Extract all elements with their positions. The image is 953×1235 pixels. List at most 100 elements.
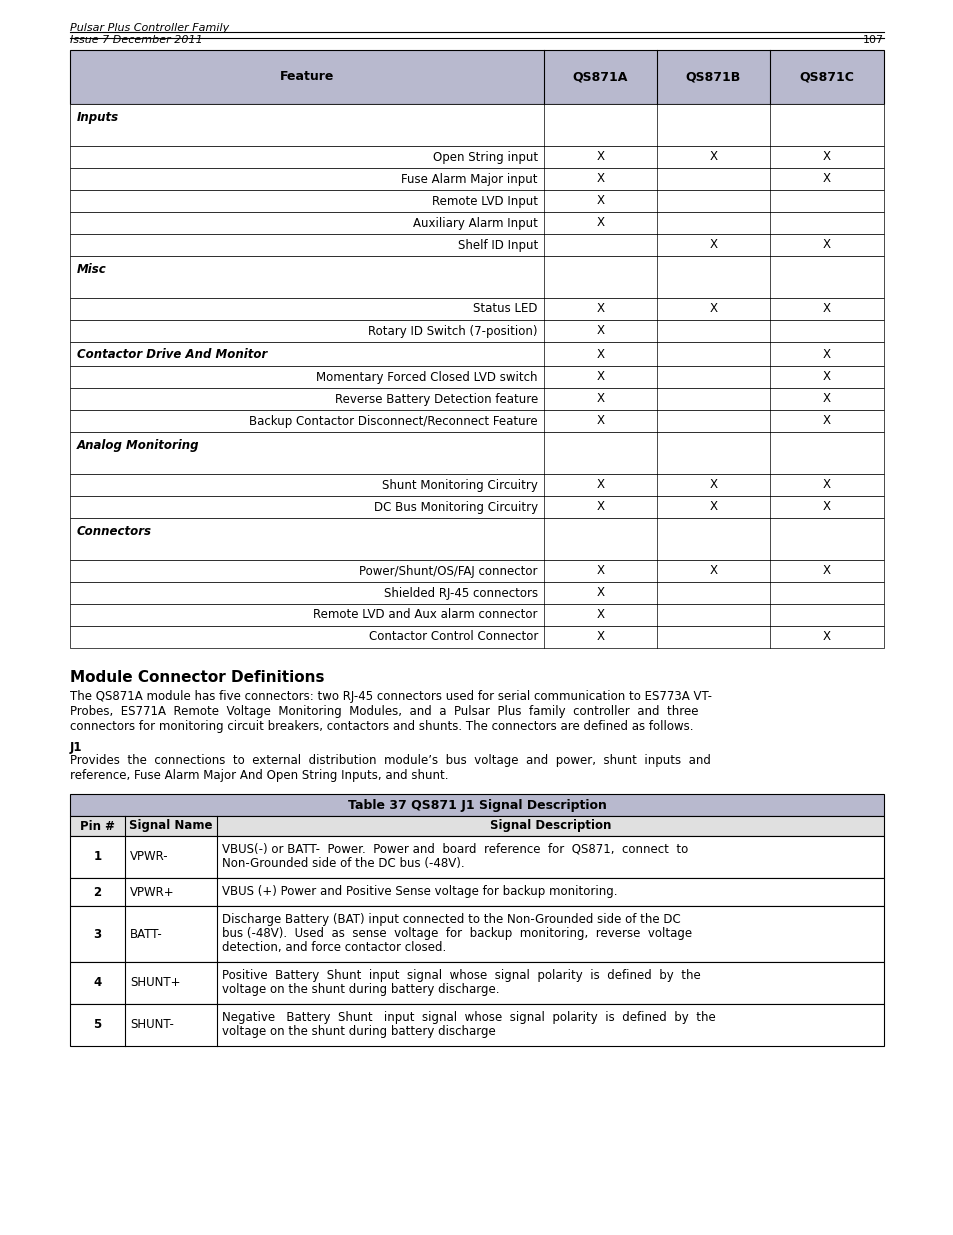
Text: Probes,  ES771A  Remote  Voltage  Monitoring  Modules,  and  a  Pulsar  Plus  fa: Probes, ES771A Remote Voltage Monitoring… — [70, 705, 698, 718]
Text: bus (-48V).  Used  as  sense  voltage  for  backup  monitoring,  reverse  voltag: bus (-48V). Used as sense voltage for ba… — [222, 927, 691, 940]
Text: Shelf ID Input: Shelf ID Input — [457, 238, 537, 252]
Text: Power/Shunt/OS/FAJ connector: Power/Shunt/OS/FAJ connector — [359, 564, 537, 578]
Text: Positive  Battery  Shunt  input  signal  whose  signal  polarity  is  defined  b: Positive Battery Shunt input signal whos… — [222, 969, 700, 982]
Text: The QS871A module has five connectors: two RJ-45 connectors used for serial comm: The QS871A module has five connectors: t… — [70, 690, 711, 703]
Text: X: X — [596, 151, 604, 163]
Bar — [70, 366, 883, 388]
Text: X: X — [596, 216, 604, 230]
Text: 3: 3 — [93, 927, 101, 941]
Text: X: X — [822, 415, 830, 427]
Text: Shunt Monitoring Circuitry: Shunt Monitoring Circuitry — [382, 478, 537, 492]
Text: X: X — [596, 587, 604, 599]
Text: Signal Description: Signal Description — [489, 820, 611, 832]
Bar — [70, 626, 883, 648]
Text: X: X — [596, 631, 604, 643]
Text: Pin #: Pin # — [80, 820, 114, 832]
Bar — [70, 559, 883, 582]
Bar — [70, 496, 883, 517]
Text: reference, Fuse Alarm Major And Open String Inputs, and shunt.: reference, Fuse Alarm Major And Open Str… — [70, 769, 448, 782]
Bar — [70, 410, 883, 432]
Bar — [70, 190, 883, 212]
Text: X: X — [709, 478, 717, 492]
Text: X: X — [596, 393, 604, 405]
Text: Pulsar Plus Controller Family: Pulsar Plus Controller Family — [70, 23, 229, 33]
Bar — [70, 962, 883, 1004]
Text: X: X — [822, 173, 830, 185]
Text: connectors for monitoring circuit breakers, contactors and shunts. The connector: connectors for monitoring circuit breake… — [70, 720, 693, 734]
Text: X: X — [822, 347, 830, 361]
Text: X: X — [709, 238, 717, 252]
Text: Signal Name: Signal Name — [129, 820, 213, 832]
Text: Provides  the  connections  to  external  distribution  module’s  bus  voltage  : Provides the connections to external dis… — [70, 755, 710, 767]
Text: Fuse Alarm Major input: Fuse Alarm Major input — [401, 173, 537, 185]
Bar — [70, 1004, 883, 1046]
Text: X: X — [596, 609, 604, 621]
Text: Non-Grounded side of the DC bus (-48V).: Non-Grounded side of the DC bus (-48V). — [222, 857, 464, 869]
Text: X: X — [596, 415, 604, 427]
Text: X: X — [596, 500, 604, 514]
Bar — [70, 432, 883, 474]
Text: X: X — [596, 564, 604, 578]
Text: VPWR-: VPWR- — [130, 851, 169, 863]
Text: X: X — [709, 151, 717, 163]
Text: X: X — [596, 303, 604, 315]
Bar — [70, 388, 883, 410]
Text: Table 37 QS871 J1 Signal Description: Table 37 QS871 J1 Signal Description — [347, 799, 606, 811]
Bar — [70, 298, 883, 320]
Text: X: X — [709, 303, 717, 315]
Text: Inputs: Inputs — [77, 111, 119, 124]
Text: Auxiliary Alarm Input: Auxiliary Alarm Input — [413, 216, 537, 230]
Text: QS871C: QS871C — [799, 70, 854, 84]
Text: VBUS (+) Power and Positive Sense voltage for backup monitoring.: VBUS (+) Power and Positive Sense voltag… — [222, 885, 617, 898]
Text: Momentary Forced Closed LVD switch: Momentary Forced Closed LVD switch — [316, 370, 537, 384]
Text: X: X — [822, 238, 830, 252]
Text: Contactor Drive And Monitor: Contactor Drive And Monitor — [77, 347, 267, 361]
Text: 107: 107 — [862, 35, 883, 44]
Text: BATT-: BATT- — [130, 927, 163, 941]
Text: QS871A: QS871A — [572, 70, 627, 84]
Text: Contactor Control Connector: Contactor Control Connector — [368, 631, 537, 643]
Text: X: X — [822, 303, 830, 315]
Text: Open String input: Open String input — [433, 151, 537, 163]
Bar — [70, 212, 883, 233]
Text: 4: 4 — [93, 977, 102, 989]
Text: Remote LVD and Aux alarm connector: Remote LVD and Aux alarm connector — [314, 609, 537, 621]
Text: QS871B: QS871B — [685, 70, 740, 84]
Bar — [70, 256, 883, 298]
Text: voltage on the shunt during battery discharge.: voltage on the shunt during battery disc… — [222, 983, 499, 995]
Text: Negative   Battery  Shunt   input  signal  whose  signal  polarity  is  defined : Negative Battery Shunt input signal whos… — [222, 1011, 715, 1024]
Bar — [70, 816, 883, 836]
Bar — [70, 794, 883, 816]
Bar — [70, 906, 883, 962]
Text: Reverse Battery Detection feature: Reverse Battery Detection feature — [335, 393, 537, 405]
Bar — [70, 104, 883, 146]
Bar — [70, 836, 883, 878]
Text: X: X — [596, 173, 604, 185]
Bar — [70, 604, 883, 626]
Text: X: X — [596, 478, 604, 492]
Text: X: X — [822, 631, 830, 643]
Text: X: X — [709, 564, 717, 578]
Bar — [70, 168, 883, 190]
Bar — [70, 582, 883, 604]
Bar — [70, 146, 883, 168]
Text: Backup Contactor Disconnect/Reconnect Feature: Backup Contactor Disconnect/Reconnect Fe… — [249, 415, 537, 427]
Text: SHUNT+: SHUNT+ — [130, 977, 180, 989]
Text: Discharge Battery (BAT) input connected to the Non-Grounded side of the DC: Discharge Battery (BAT) input connected … — [222, 913, 680, 926]
Bar — [70, 49, 883, 104]
Text: VBUS(-) or BATT-  Power.  Power and  board  reference  for  QS871,  connect  to: VBUS(-) or BATT- Power. Power and board … — [222, 844, 687, 856]
Bar — [70, 320, 883, 342]
Text: X: X — [822, 564, 830, 578]
Text: voltage on the shunt during battery discharge: voltage on the shunt during battery disc… — [222, 1025, 496, 1037]
Text: X: X — [596, 370, 604, 384]
Text: Issue 7 December 2011: Issue 7 December 2011 — [70, 35, 203, 44]
Text: DC Bus Monitoring Circuitry: DC Bus Monitoring Circuitry — [374, 500, 537, 514]
Text: J1: J1 — [70, 741, 82, 755]
Text: X: X — [822, 393, 830, 405]
Text: X: X — [596, 347, 604, 361]
Text: Feature: Feature — [279, 70, 334, 84]
Text: Shielded RJ-45 connectors: Shielded RJ-45 connectors — [383, 587, 537, 599]
Text: X: X — [596, 325, 604, 337]
Text: X: X — [596, 194, 604, 207]
Text: 2: 2 — [93, 885, 101, 899]
